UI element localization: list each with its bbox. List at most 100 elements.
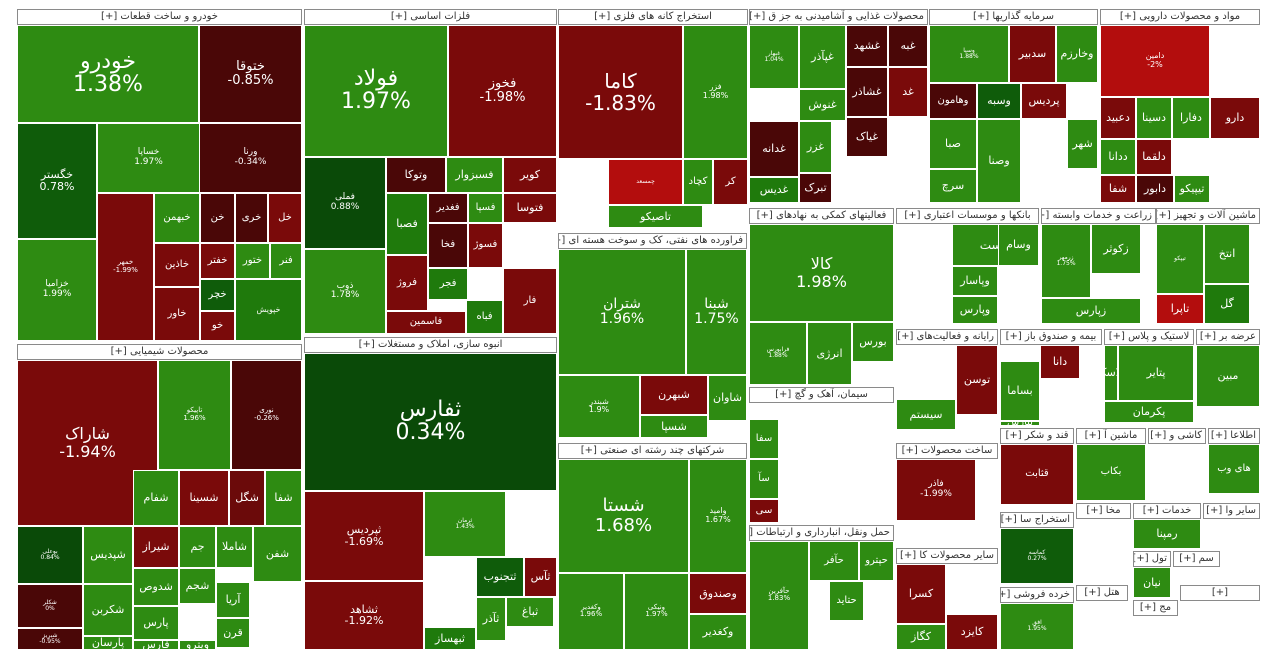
stock-tile[interactable]: وامید 1.67%: [689, 459, 747, 573]
stock-tile[interactable]: فسبزوار: [446, 157, 503, 193]
stock-tile[interactable]: خپویش: [235, 279, 302, 341]
stock-tile[interactable]: نیان: [1133, 567, 1171, 598]
stock-tile[interactable]: خری: [235, 193, 268, 243]
stock-tile[interactable]: ورنا -0.34%: [199, 123, 302, 193]
stock-tile[interactable]: ثشاهد -1.92%: [304, 581, 424, 650]
stock-tile[interactable]: کایزد: [946, 614, 998, 650]
stock-tile[interactable]: خگستر 0.78%: [17, 123, 97, 239]
sector-title[interactable]: خدمات [+]: [1133, 503, 1201, 519]
stock-tile[interactable]: پتایر: [1118, 345, 1194, 401]
sector-title[interactable]: انبوه سازی، املاک و مستغلات [+]: [304, 337, 557, 353]
stock-tile[interactable]: کالا 1.98%: [749, 224, 894, 322]
stock-tile[interactable]: شگل: [229, 470, 265, 526]
stock-tile[interactable]: آریا: [216, 582, 250, 618]
stock-tile[interactable]: کاما -1.83%: [558, 25, 683, 159]
stock-tile[interactable]: کویر: [503, 157, 557, 193]
stock-tile[interactable]: خساپا 1.97%: [97, 123, 200, 193]
stock-tile[interactable]: دسینا: [1136, 97, 1172, 139]
stock-tile[interactable]: های وب: [1208, 444, 1260, 494]
stock-tile[interactable]: حآفرین 1.83%: [749, 541, 809, 650]
stock-tile[interactable]: بپارس: [1000, 421, 1040, 426]
stock-tile[interactable]: خل: [268, 193, 302, 243]
sector-title[interactable]: بیمه و صندوق باز [+]: [1000, 329, 1102, 345]
stock-tile[interactable]: پردیس: [1021, 83, 1067, 119]
stock-tile[interactable]: دلقما: [1136, 139, 1172, 175]
stock-tile[interactable]: وپاسار: [952, 266, 998, 296]
stock-tile[interactable]: وصنا: [977, 119, 1021, 203]
stock-tile[interactable]: فغدیر: [428, 193, 468, 223]
stock-tile[interactable]: وتوکا: [386, 157, 446, 193]
stock-tile[interactable]: وخارزم: [1056, 25, 1098, 83]
stock-tile[interactable]: انتخ: [1204, 224, 1250, 284]
stock-tile[interactable]: حتاید: [829, 581, 864, 621]
stock-tile[interactable]: شبندر 1.9%: [558, 375, 640, 438]
stock-tile[interactable]: نوری -0.26%: [231, 360, 302, 470]
stock-tile[interactable]: خو: [200, 311, 235, 341]
stock-tile[interactable]: وسام: [998, 224, 1039, 266]
stock-tile[interactable]: غدیس: [749, 177, 799, 203]
stock-tile[interactable]: تیپکو: [1156, 224, 1204, 294]
stock-tile[interactable]: غبهار 1.04%: [749, 25, 799, 89]
stock-tile[interactable]: رمپنا: [1133, 519, 1201, 549]
stock-tile[interactable]: شفام: [133, 470, 179, 526]
stock-tile[interactable]: خزامیا 1.99%: [17, 239, 97, 341]
stock-tile[interactable]: حآفر: [809, 541, 859, 581]
sector-title[interactable]: سیمان، آهک و گچ [+]: [749, 387, 894, 403]
stock-tile[interactable]: دانا: [1040, 345, 1080, 379]
stock-tile[interactable]: فتوسا: [503, 193, 557, 223]
stock-tile[interactable]: خاذین: [154, 243, 200, 287]
sector-title[interactable]: خرده فروشی [+]: [1000, 587, 1074, 603]
stock-tile[interactable]: غیاک: [846, 117, 888, 157]
stock-tile[interactable]: تاپیکو 1.96%: [158, 360, 231, 470]
stock-tile[interactable]: چمسعد: [608, 159, 683, 205]
stock-tile[interactable]: فخا: [428, 223, 468, 268]
stock-tile[interactable]: حپترو: [859, 541, 894, 581]
stock-tile[interactable]: وسبه: [977, 83, 1021, 119]
sector-title[interactable]: فلزات اساسی [+]: [304, 9, 557, 25]
stock-tile[interactable]: شستا 1.68%: [558, 459, 689, 573]
stock-tile[interactable]: دارو: [1210, 97, 1260, 139]
stock-tile[interactable]: کسرا: [896, 564, 946, 624]
stock-tile[interactable]: شجم: [179, 568, 216, 604]
stock-tile[interactable]: خبهمن: [154, 193, 200, 243]
stock-tile[interactable]: بوعلی 0.84%: [17, 526, 83, 584]
stock-tile[interactable]: غنوش: [799, 89, 846, 121]
stock-tile[interactable]: دفارا: [1172, 97, 1210, 139]
stock-tile[interactable]: فار: [503, 268, 557, 334]
stock-tile[interactable]: شبنا 1.75%: [686, 249, 747, 375]
sector-title[interactable]: سرمایه گذاریها [+]: [929, 9, 1098, 25]
stock-tile[interactable]: غپآذر: [799, 25, 846, 89]
stock-tile[interactable]: ویترو: [179, 640, 216, 650]
sector-title[interactable]: مخا [+]: [1076, 503, 1131, 519]
stock-tile[interactable]: شاراک -1.94%: [17, 360, 158, 526]
stock-tile[interactable]: وکغدیر: [689, 614, 747, 650]
sector-title[interactable]: [+]: [1180, 585, 1260, 601]
sector-title[interactable]: حمل ونقل، انبارداری و ارتباطات [+]: [749, 525, 894, 541]
stock-tile[interactable]: شفا: [265, 470, 302, 526]
sector-title[interactable]: عرضه بر [+]: [1196, 329, 1260, 345]
stock-tile[interactable]: خاور: [154, 287, 200, 341]
stock-tile[interactable]: فسپا: [468, 193, 503, 223]
stock-tile[interactable]: ثبهساز: [424, 627, 476, 650]
sector-title[interactable]: اطلاعا [+]: [1208, 428, 1260, 444]
stock-tile[interactable]: خودرو 1.38%: [17, 25, 199, 123]
stock-tile[interactable]: تبرک: [799, 173, 832, 203]
stock-tile[interactable]: سیستم: [896, 399, 956, 430]
sector-title[interactable]: خودرو و ساخت قطعات [+]: [17, 9, 302, 25]
stock-tile[interactable]: صبا: [929, 119, 977, 169]
stock-tile[interactable]: قثابت: [1000, 444, 1074, 505]
stock-tile[interactable]: خفتر: [200, 243, 235, 279]
stock-tile[interactable]: ختور: [235, 243, 270, 279]
stock-tile[interactable]: ثرمان 1.43%: [424, 491, 506, 557]
stock-tile[interactable]: شفن: [253, 526, 302, 582]
stock-tile[interactable]: ثآس: [524, 557, 557, 597]
stock-tile[interactable]: ثآذر: [476, 597, 506, 641]
stock-tile[interactable]: گل: [1204, 284, 1250, 324]
stock-tile[interactable]: فزر 1.98%: [683, 25, 748, 159]
sector-title[interactable]: سایر محصولات کا [+]: [896, 548, 998, 564]
stock-tile[interactable]: شهر: [1067, 119, 1098, 169]
stock-tile[interactable]: شاوان: [708, 375, 747, 421]
sector-title[interactable]: تول [+]: [1133, 551, 1171, 567]
stock-tile[interactable]: ختوقا -0.85%: [199, 25, 302, 123]
sector-title[interactable]: استخراج کانه های فلزی [+]: [558, 9, 748, 25]
